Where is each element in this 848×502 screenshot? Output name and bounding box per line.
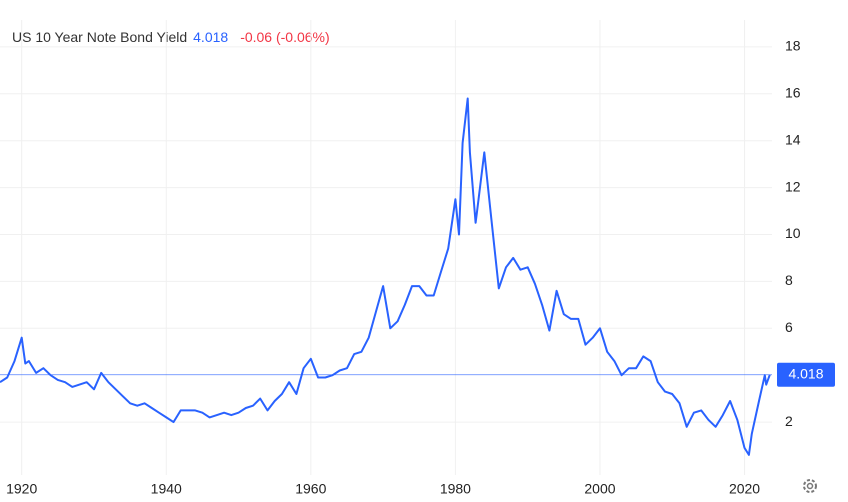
- last-value-box: [777, 362, 835, 387]
- chart-header: US 10 Year Note Bond Yield 4.018 -0.06 (-0…: [12, 29, 330, 45]
- x-tick-label: 1940: [151, 481, 182, 497]
- y-tick-label: 16: [785, 85, 801, 101]
- y-tick-label: 2: [785, 413, 793, 429]
- x-tick-label: 1960: [295, 481, 326, 497]
- series-line: [0, 97, 771, 456]
- y-tick-label: 14: [785, 131, 801, 147]
- header-last-value: 4.018: [193, 29, 228, 45]
- y-tick-label: 12: [785, 178, 801, 194]
- settings-icon[interactable]: [803, 479, 817, 493]
- x-tick-label: 1980: [440, 481, 471, 497]
- y-tick-label: 8: [785, 272, 793, 288]
- y-tick-label: 10: [785, 225, 801, 241]
- x-tick-label: 1920: [6, 481, 37, 497]
- last-value-label: 4.018: [788, 365, 823, 381]
- y-tick-label: 18: [785, 38, 801, 54]
- x-tick-label: 2020: [729, 481, 760, 497]
- grid: [0, 20, 772, 475]
- x-tick-label: 2000: [584, 481, 615, 497]
- chart-title: US 10 Year Note Bond Yield: [12, 29, 187, 45]
- header-change: -0.06 (-0.06%): [240, 29, 329, 45]
- y-tick-label: 6: [785, 319, 793, 335]
